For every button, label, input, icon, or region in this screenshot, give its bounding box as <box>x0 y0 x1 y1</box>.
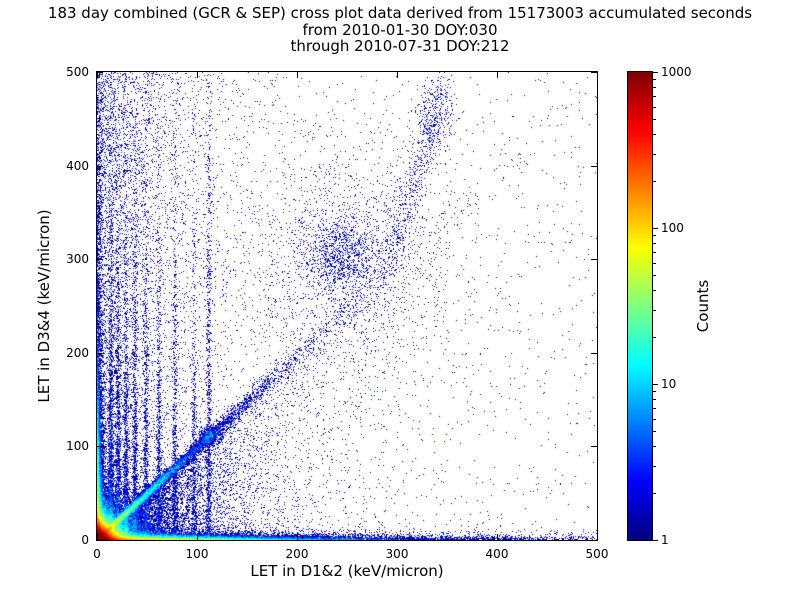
scatter-plot-canvas <box>96 71 598 541</box>
x-tick-mark <box>597 534 598 540</box>
y-tick-label: 500 <box>66 65 89 79</box>
x-tick-label: 500 <box>585 547 609 561</box>
x-tick-mark <box>497 72 498 78</box>
y-tick-mark <box>591 352 597 354</box>
x-tick-mark <box>97 72 98 78</box>
y-tick-mark <box>97 259 103 261</box>
y-tick-mark <box>97 540 103 541</box>
colorbar-minor-tick-mark <box>653 106 656 108</box>
colorbar-tick-label: 1 <box>661 533 669 547</box>
colorbar-minor-tick-mark <box>653 87 656 89</box>
colorbar-minor-tick-mark <box>653 309 656 311</box>
x-tick-mark <box>97 534 98 540</box>
colorbar-tick-mark <box>653 228 658 229</box>
y-tick-mark <box>591 165 597 167</box>
x-tick-label: 200 <box>285 547 309 561</box>
x-tick-label: 400 <box>485 547 509 561</box>
colorbar-minor-tick-mark <box>653 79 656 81</box>
x-tick-label: 100 <box>185 547 209 561</box>
colorbar-minor-tick-mark <box>653 465 656 467</box>
x-tick-mark <box>397 534 398 540</box>
colorbar-minor-tick-mark <box>653 493 656 495</box>
colorbar-minor-tick-mark <box>653 96 656 98</box>
y-tick-label: 300 <box>66 252 89 267</box>
colorbar-minor-tick-mark <box>653 153 656 155</box>
x-tick-mark <box>297 72 298 78</box>
x-tick-label: 300 <box>385 547 409 561</box>
colorbar-minor-tick-mark <box>653 274 656 276</box>
y-tick-label: 100 <box>66 439 89 454</box>
colorbar-tick-label: 100 <box>661 221 684 235</box>
y-tick-label: 0 <box>81 533 89 547</box>
y-tick-mark <box>97 165 103 167</box>
chart-subtitle-through: through 2010-07-31 DOY:212 <box>290 37 510 55</box>
colorbar-tick-mark <box>653 540 658 541</box>
y-tick-mark <box>591 72 597 73</box>
colorbar-minor-tick-mark <box>653 430 656 432</box>
colorbar-minor-tick-mark <box>653 290 656 292</box>
x-tick-mark <box>397 72 398 78</box>
x-tick-mark <box>197 72 198 78</box>
colorbar-tick-label: 10 <box>661 377 677 391</box>
colorbar-minor-tick-mark <box>653 418 656 420</box>
colorbar-minor-tick-mark <box>653 235 656 237</box>
chart-title: 183 day combined (GCR & SEP) cross plot … <box>47 4 753 22</box>
colorbar-minor-tick-mark <box>653 337 656 339</box>
colorbar-gradient <box>627 71 653 541</box>
colorbar-minor-tick-mark <box>653 252 656 254</box>
y-tick-mark <box>97 352 103 354</box>
colorbar-minor-tick-mark <box>653 181 656 183</box>
y-tick-mark <box>97 446 103 448</box>
x-tick-mark <box>197 534 198 540</box>
colorbar-minor-tick-mark <box>653 243 656 245</box>
x-tick-label: 0 <box>93 547 101 561</box>
x-tick-mark <box>597 72 598 78</box>
colorbar-minor-tick-mark <box>653 134 656 136</box>
y-tick-mark <box>591 540 597 541</box>
y-tick-mark <box>591 259 597 261</box>
chart-subtitle-from: from 2010-01-30 DOY:030 <box>302 21 498 39</box>
colorbar-minor-tick-mark <box>653 118 656 120</box>
colorbar-minor-tick-mark <box>653 408 656 410</box>
y-tick-label: 200 <box>66 345 89 360</box>
y-tick-mark <box>97 72 103 73</box>
x-axis-label: LET in D1&2 (keV/micron) <box>250 562 444 580</box>
colorbar-minor-tick-mark <box>653 391 656 393</box>
colorbar-tick-mark <box>653 72 658 73</box>
y-tick-label: 400 <box>66 158 89 173</box>
y-tick-mark <box>591 446 597 448</box>
x-tick-mark <box>497 534 498 540</box>
colorbar-tick-label: 1000 <box>661 65 692 79</box>
colorbar-minor-tick-mark <box>653 262 656 264</box>
x-tick-mark <box>297 534 298 540</box>
colorbar-minor-tick-mark <box>653 399 656 401</box>
colorbar-minor-tick-mark <box>653 446 656 448</box>
colorbar-tick-mark <box>653 384 658 385</box>
